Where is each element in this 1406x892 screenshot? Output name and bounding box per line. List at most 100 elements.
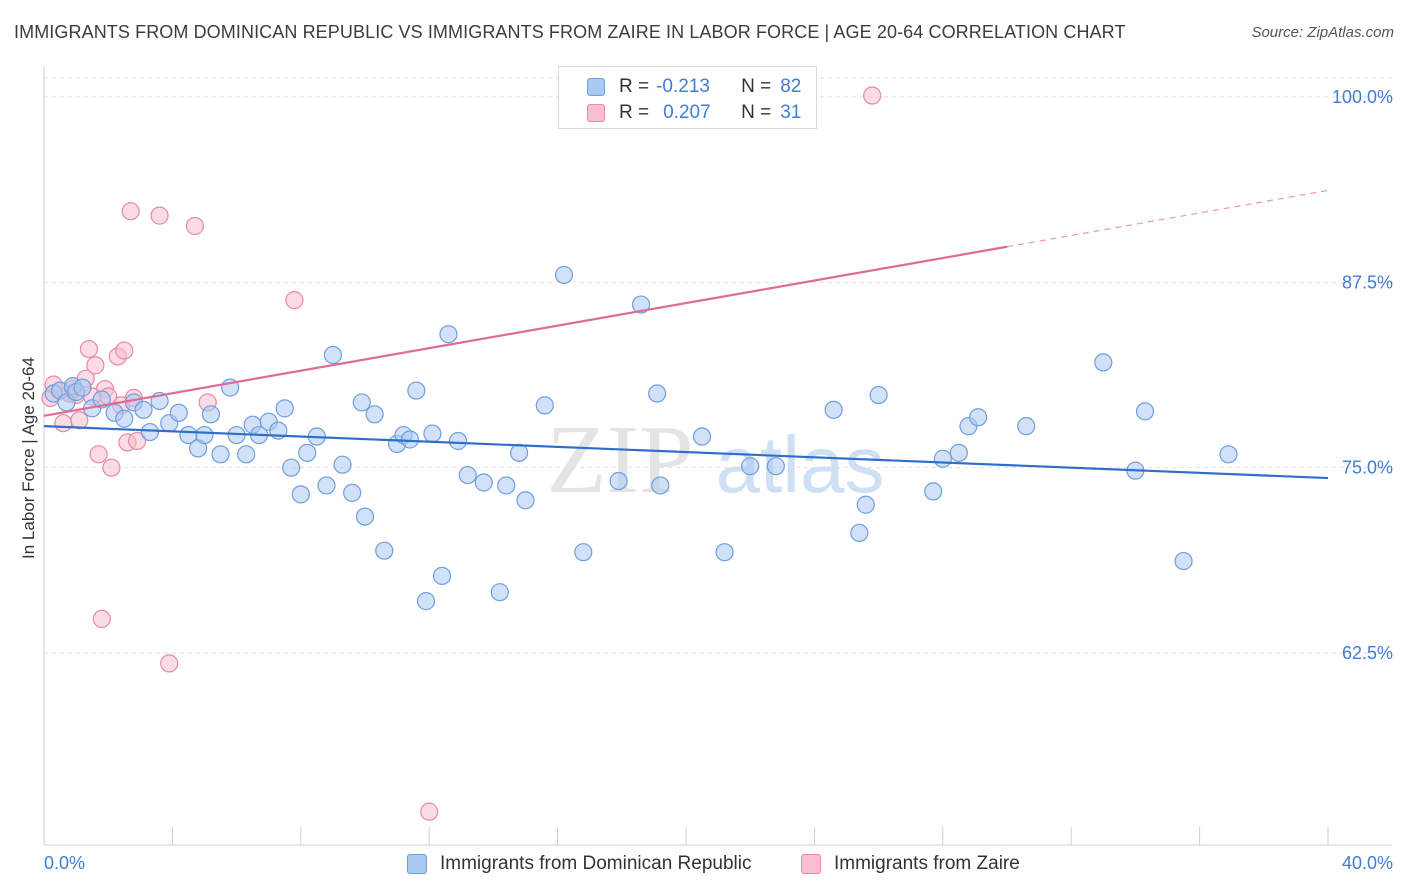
source-label: Source: ZipAtlas.com — [1251, 24, 1394, 41]
dominican-point-50 — [458, 465, 477, 485]
legend-r-label: R = — [619, 102, 650, 123]
trend-lines — [43, 189, 1329, 480]
zaire-point-6 — [70, 411, 89, 430]
dominican-point-61 — [648, 384, 667, 403]
zaire-point-24 — [92, 609, 111, 628]
zaire-point-9 — [86, 356, 105, 375]
dominican-point-5 — [73, 378, 92, 397]
dominican-point-72 — [933, 449, 952, 468]
bottom-legend-dominican: Immigrants from Dominican Republic — [407, 851, 752, 877]
dominican-point-76 — [1017, 417, 1036, 436]
dominican-point-28 — [275, 399, 294, 418]
y-tick-label-2: 87.5% — [1342, 272, 1393, 292]
zaire-trend-extension — [1006, 189, 1329, 248]
y-tick-label-3: 100.0% — [1332, 87, 1393, 107]
legend-swatch-pink — [587, 104, 605, 122]
zaire-point-8 — [79, 339, 99, 359]
dominican-point-31 — [298, 443, 317, 462]
dominican-trend-line — [43, 425, 1329, 480]
dominican-point-64 — [715, 543, 734, 562]
zaire-point-10 — [89, 445, 108, 464]
axes — [43, 66, 1392, 846]
zaire-point-19 — [121, 202, 140, 221]
dominican-point-66 — [766, 457, 785, 476]
dominican-point-52 — [490, 583, 509, 602]
y-axis-label: In Labor Force | Age 20-64 — [19, 357, 38, 559]
dominican-point-51 — [474, 473, 493, 492]
dominican-point-68 — [850, 523, 869, 543]
dominican-point-58 — [574, 543, 593, 562]
dominican-point-47 — [432, 566, 452, 586]
dominican-point-44 — [407, 381, 426, 400]
dominican-point-63 — [692, 427, 712, 446]
legend-row-dominican: R = -0.213 N = 82 — [587, 75, 801, 99]
legend-n-value-blue: 82 — [780, 76, 802, 97]
dominican-point-29 — [282, 458, 301, 477]
dominican-point-35 — [333, 455, 352, 474]
dominican-point-75 — [969, 408, 988, 427]
dominican-point-53 — [497, 476, 516, 495]
bottom-legend-swatch-blue — [407, 854, 427, 874]
dominican-point-40 — [375, 541, 394, 560]
dominican-point-67 — [824, 400, 843, 419]
watermark-atlas: atlas — [716, 420, 885, 509]
zaire-point-26 — [420, 802, 439, 821]
dominican-point-15 — [169, 403, 188, 422]
legend-r-value-blue: -0.213 — [656, 76, 710, 97]
x-tick-label-max: 40.0% — [1342, 853, 1393, 873]
chart-title: IMMIGRANTS FROM DOMINICAN REPUBLIC VS IM… — [14, 22, 1126, 42]
dominican-point-81 — [1219, 445, 1238, 464]
dominican-point-54 — [509, 443, 529, 462]
legend-r-label: R = — [619, 76, 650, 97]
legend-n-label: N = — [741, 102, 772, 123]
dominican-point-71 — [924, 482, 943, 501]
dominican-point-11 — [134, 400, 153, 419]
x-tick-label-min: 0.0% — [44, 853, 85, 873]
zaire-trend-line — [43, 245, 1008, 417]
dominican-point-56 — [535, 396, 554, 415]
y-tick-label-1: 75.0% — [1342, 458, 1393, 478]
dominican-point-33 — [317, 476, 336, 495]
dominican-point-30 — [291, 485, 310, 504]
dominican-point-65 — [741, 457, 760, 476]
zaire-point-21 — [185, 216, 204, 236]
dominican-point-20 — [211, 445, 230, 464]
dominican-point-48 — [439, 325, 458, 344]
legend-n-value-pink: 31 — [780, 102, 802, 123]
dominican-point-79 — [1135, 402, 1155, 421]
zaire-point-3 — [54, 414, 73, 433]
dominican-point-37 — [352, 393, 371, 412]
dominican-point-23 — [237, 445, 256, 464]
zaire-point-12 — [102, 458, 121, 477]
dominican-point-39 — [365, 405, 384, 424]
legend-swatch-blue — [587, 78, 605, 96]
dominican-point-18 — [195, 425, 214, 445]
dominican-point-57 — [554, 265, 574, 285]
legend-row-zaire: R = 0.207 N = 31 — [587, 101, 801, 125]
correlation-legend: R = -0.213 N = 82 R = 0.207 N = 31 — [558, 66, 817, 129]
dominican-point-36 — [343, 483, 362, 502]
dominican-point-70 — [869, 385, 888, 405]
dominican-point-60 — [631, 295, 651, 314]
zaire-point-15 — [115, 341, 134, 360]
dominican-point-62 — [651, 476, 670, 495]
dominican-point-69 — [856, 495, 875, 514]
bottom-legend-swatch-pink — [801, 854, 821, 874]
dominican-point-73 — [949, 443, 968, 462]
dominican-point-45 — [416, 592, 436, 611]
dominican-point-19 — [201, 405, 221, 424]
tick-labels: 62.5% 75.0% 87.5% 100.0% 0.0% 40.0% — [44, 87, 1393, 873]
bottom-legend-zaire: Immigrants from Zaire — [801, 851, 1020, 877]
legend-r-value-pink: 0.207 — [663, 102, 711, 123]
watermark: ZIP atlas — [547, 406, 885, 514]
dominican-point-49 — [448, 431, 468, 451]
y-tick-label-0: 62.5% — [1342, 643, 1393, 663]
dominican-point-80 — [1174, 551, 1193, 571]
dominican-point-77 — [1094, 353, 1113, 372]
watermark-zip: ZIP — [547, 406, 694, 514]
zaire-point-20 — [150, 206, 169, 225]
dominican-point-7 — [92, 390, 111, 409]
dominican-point-46 — [423, 424, 442, 443]
zaire-point-23 — [285, 291, 304, 310]
